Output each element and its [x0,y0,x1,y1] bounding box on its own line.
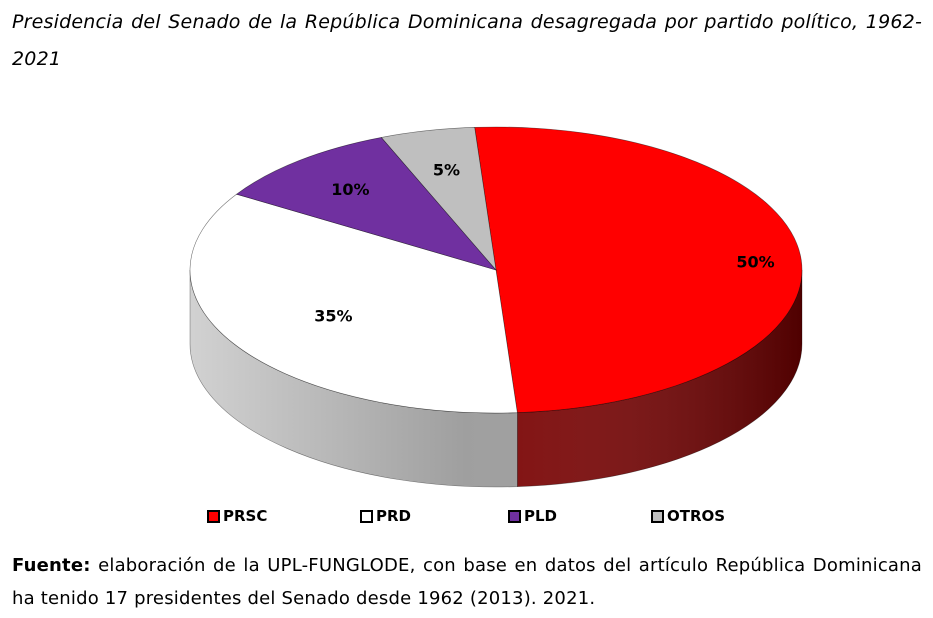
legend-swatch-prd [360,509,373,523]
source-text: elaboración de la UPL-FUNGLODE, con base… [12,555,922,609]
legend-label-prsc: PRSC [223,507,268,525]
legend-swatch-otros [651,509,664,523]
pie-sides [189,269,803,488]
legend-item-prd: PRD [360,507,411,525]
legend-label-otros: OTROS [667,507,726,525]
data-label-otros: 5% [433,161,460,180]
pie-labels: 50% 35% 10% 5% [314,161,774,326]
pie-slice-otros [380,127,497,271]
legend-item-otros: OTROS [651,507,725,525]
pie-tops [189,126,803,414]
data-label-prsc: 50% [736,253,774,272]
pie-slice-prd [189,193,518,414]
legend-label-prd: PRD [376,507,411,525]
chart-title: Presidencia del Senado de la República D… [12,11,922,70]
pie-slice-prsc [474,126,803,413]
legend-item-pld: PLD [508,507,557,525]
data-label-pld: 10% [331,180,369,199]
data-label-prd: 35% [314,307,352,326]
legend-swatch-prsc [207,509,220,523]
source-label: Fuente: [12,555,91,576]
legend-label-pld: PLD [524,507,558,525]
source-note: Fuente: elaboración de la UPL-FUNGLODE, … [12,549,922,615]
pie-slice-pld [235,137,497,271]
legend-item-prsc: PRSC [207,507,267,525]
legend-swatch-pld [508,509,521,523]
chart-legend: PRSC PRD PLD OTROS [0,507,933,529]
